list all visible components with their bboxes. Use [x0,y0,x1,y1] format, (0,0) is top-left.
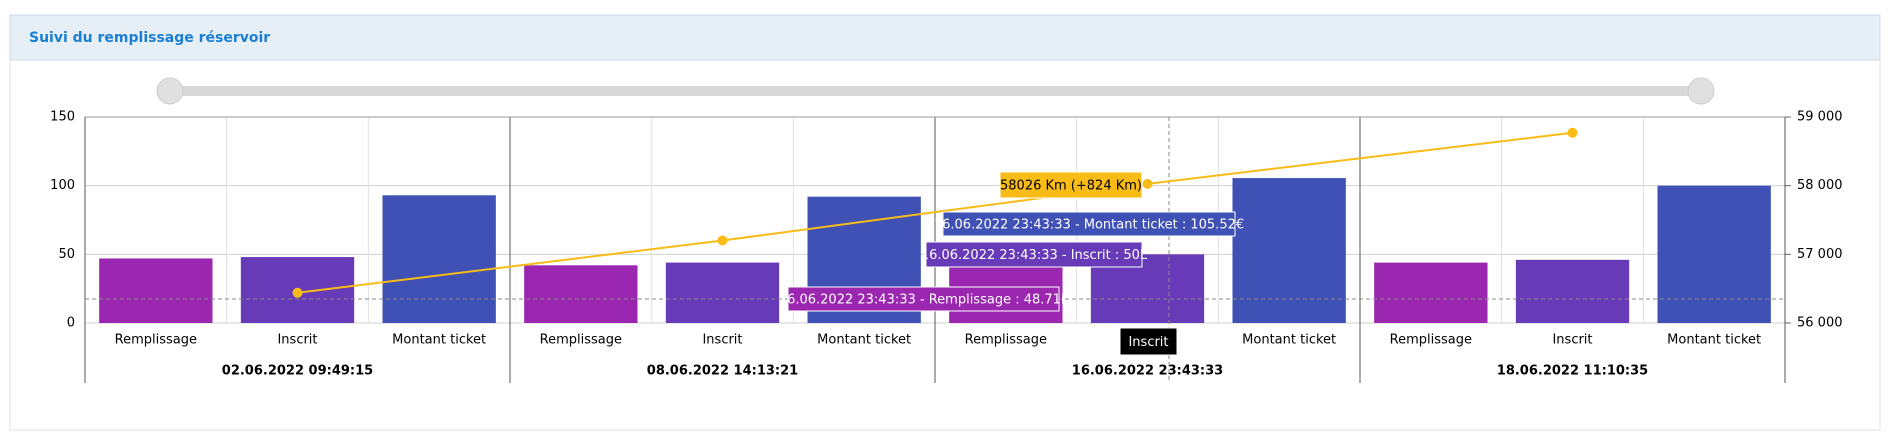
line [297,131,1573,294]
y2-tick-label: 58 000 [1797,178,1843,193]
bar[interactable] [524,265,638,323]
tooltip-text: 16.06.2022 23:43:33 - Montant ticket : 1… [934,218,1244,233]
bar[interactable] [1374,262,1488,323]
tooltip-box [787,286,1060,312]
slider-handle[interactable] [1687,77,1715,105]
x-tick-label: Remplissage [965,333,1047,348]
y-tick-label: 100 [50,178,75,193]
line-point[interactable] [1567,127,1578,138]
bar[interactable] [1232,178,1346,323]
tooltip-box [942,211,1236,237]
x-tick-label: Montant ticket [817,333,911,348]
bar[interactable] [1515,259,1630,323]
x-tick-label: Remplissage [115,333,197,348]
card-header [9,14,1881,61]
y2-tick-label: 57 000 [1797,247,1843,262]
y-tick-label: 0 [67,316,75,331]
group-label: 08.06.2022 14:13:21 [647,364,798,379]
tooltip-box [1119,327,1178,356]
x-tick-label: Remplissage [1390,333,1472,348]
group-label: 18.06.2022 11:10:35 [1497,364,1648,379]
x-tick-label: Remplissage [540,333,622,348]
line-point[interactable] [292,287,303,298]
group-label: 16.06.2022 23:43:33 [1072,364,1223,379]
tooltip-text: 58026 Km (+824 Km) [1000,179,1142,194]
bar[interactable] [665,262,780,323]
bar[interactable] [1657,185,1771,323]
tooltip-text: 16.06.2022 23:43:33 - Remplissage : 48.7… [779,293,1069,308]
tooltip-text: Inscrit [1128,335,1168,350]
slider-handle[interactable] [156,77,184,105]
chart-title: Suivi du remplissage réservoir [29,30,270,46]
x-tick-label: Inscrit [277,333,317,348]
y2-tick-label: 59 000 [1797,110,1843,125]
range-slider[interactable] [170,86,1701,96]
y-tick-label: 150 [50,110,75,125]
y2-tick-label: 56 000 [1797,316,1843,331]
bar[interactable] [99,258,213,323]
x-tick-label: Inscrit [1552,333,1592,348]
x-tick-label: Inscrit [702,333,742,348]
y-tick-label: 50 [58,247,75,262]
line-point[interactable] [717,235,728,246]
bar[interactable] [382,195,496,323]
x-tick-label: Montant ticket [1667,333,1761,348]
tooltip-box [925,241,1143,268]
group-label: 02.06.2022 09:49:15 [222,364,373,379]
line-point[interactable] [1142,178,1153,189]
tooltip-box [999,171,1143,199]
x-tick-label: Montant ticket [1242,333,1336,348]
x-tick-label: Montant ticket [392,333,486,348]
tooltip-text: 16.06.2022 23:43:33 - Inscrit : 50L [921,248,1148,263]
